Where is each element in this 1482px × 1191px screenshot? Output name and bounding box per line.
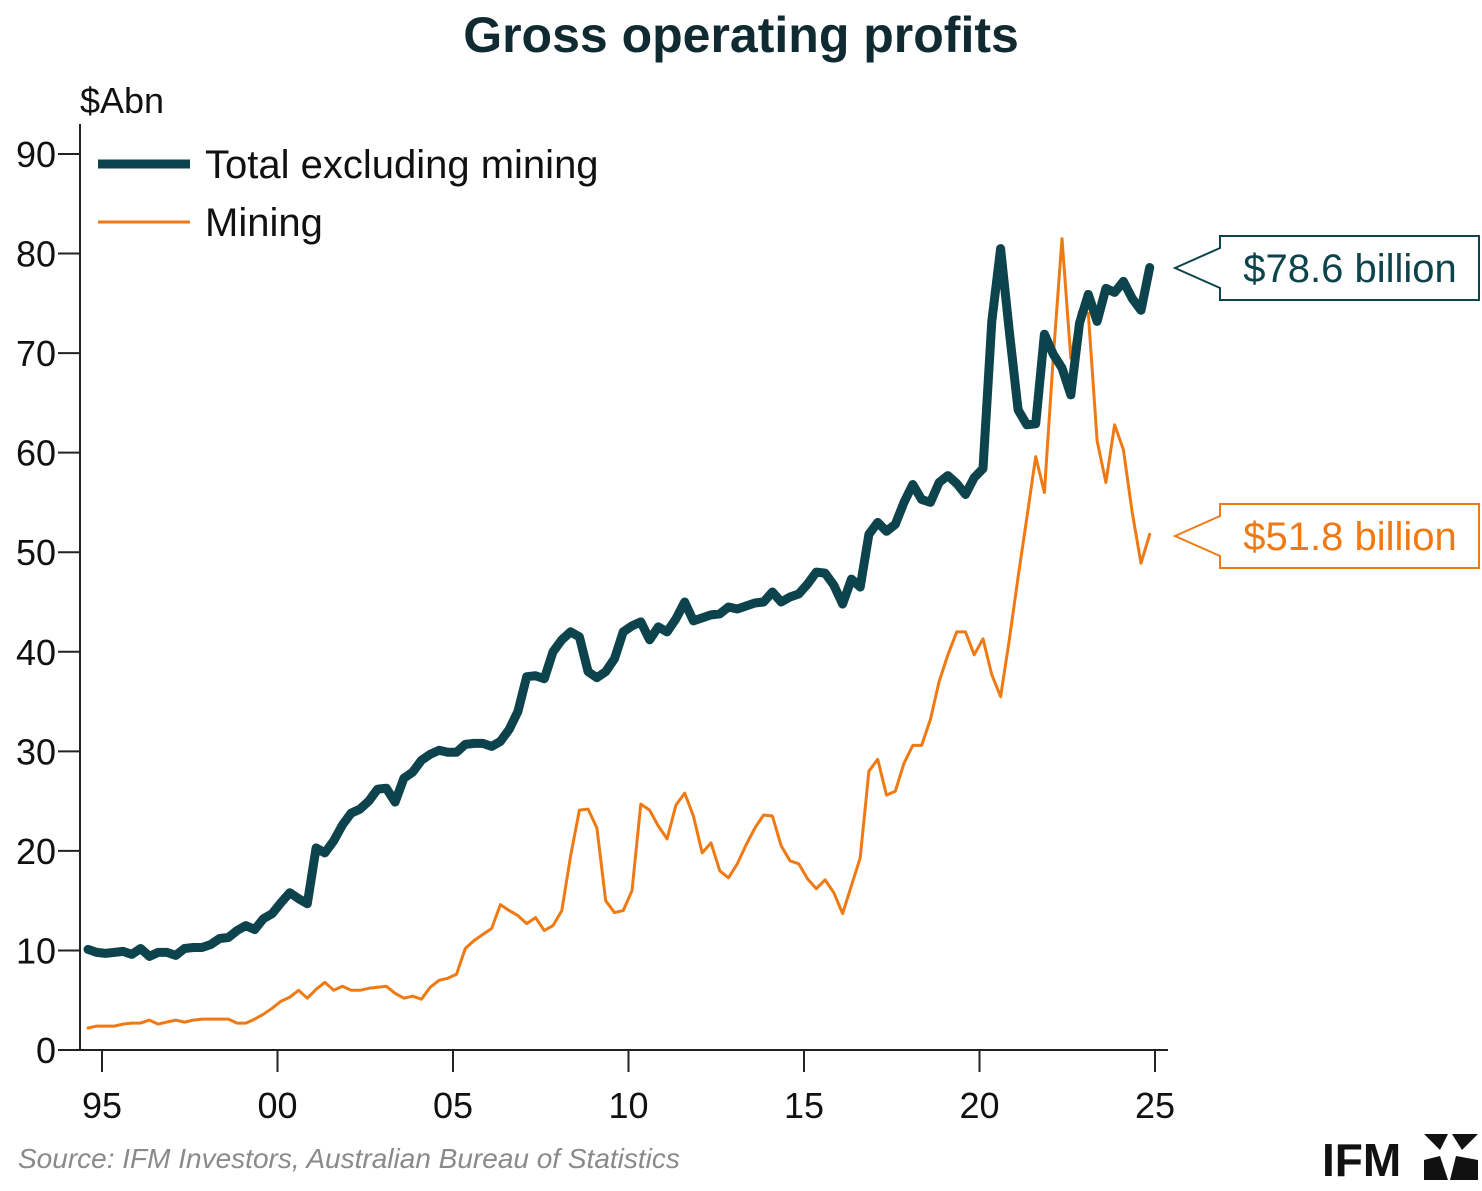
x-tick-label: 20 bbox=[959, 1085, 999, 1126]
callout-mining: $51.8 billion bbox=[1172, 503, 1480, 569]
logo-wordmark: IFM bbox=[1322, 1134, 1401, 1186]
y-tick-label: 10 bbox=[16, 930, 56, 971]
x-tick-label: 10 bbox=[608, 1085, 648, 1126]
callout-label-mining: $51.8 billion bbox=[1243, 515, 1457, 559]
y-tick-label: 60 bbox=[16, 433, 56, 474]
ifm-logo: IFM bbox=[1322, 1134, 1478, 1186]
source-note: Source: IFM Investors, Australian Bureau… bbox=[18, 1143, 680, 1174]
x-tick-label: 25 bbox=[1135, 1085, 1175, 1126]
callout-box-mining bbox=[1172, 503, 1480, 569]
y-tick-label: 80 bbox=[16, 234, 56, 275]
callout-total: $78.6 billion bbox=[1172, 235, 1480, 301]
y-axis-unit: $Abn bbox=[80, 80, 164, 121]
x-tick-label: 95 bbox=[82, 1085, 122, 1126]
y-tick-label: 30 bbox=[16, 731, 56, 772]
x-tick-label: 05 bbox=[433, 1085, 473, 1126]
callout-label-total: $78.6 billion bbox=[1243, 247, 1457, 291]
chart-title: Gross operating profits bbox=[463, 7, 1019, 63]
legend-label-mining: Mining bbox=[205, 201, 323, 245]
series-line-total-excluding-mining bbox=[83, 244, 1155, 961]
legend-label-total: Total excluding mining bbox=[205, 143, 599, 187]
callout-box-total bbox=[1172, 235, 1480, 301]
x-tick-label: 15 bbox=[784, 1085, 824, 1126]
y-tick-label: 70 bbox=[16, 333, 56, 374]
y-tick-label: 40 bbox=[16, 632, 56, 673]
y-tick-label: 50 bbox=[16, 532, 56, 573]
y-tick-label: 20 bbox=[16, 831, 56, 872]
legend: Total excluding mining Mining bbox=[98, 143, 599, 245]
ifm-logo-icon bbox=[1424, 1134, 1478, 1180]
axes: 0 10 20 30 40 50 60 70 80 90 95 00 05 10 15 20 25 bbox=[16, 124, 1175, 1126]
series-line-mining bbox=[86, 237, 1152, 1030]
y-tick-label: 90 bbox=[16, 134, 56, 175]
series-lines bbox=[83, 237, 1155, 1030]
y-tick-label: 0 bbox=[36, 1030, 56, 1071]
x-tick-label: 00 bbox=[257, 1085, 297, 1126]
